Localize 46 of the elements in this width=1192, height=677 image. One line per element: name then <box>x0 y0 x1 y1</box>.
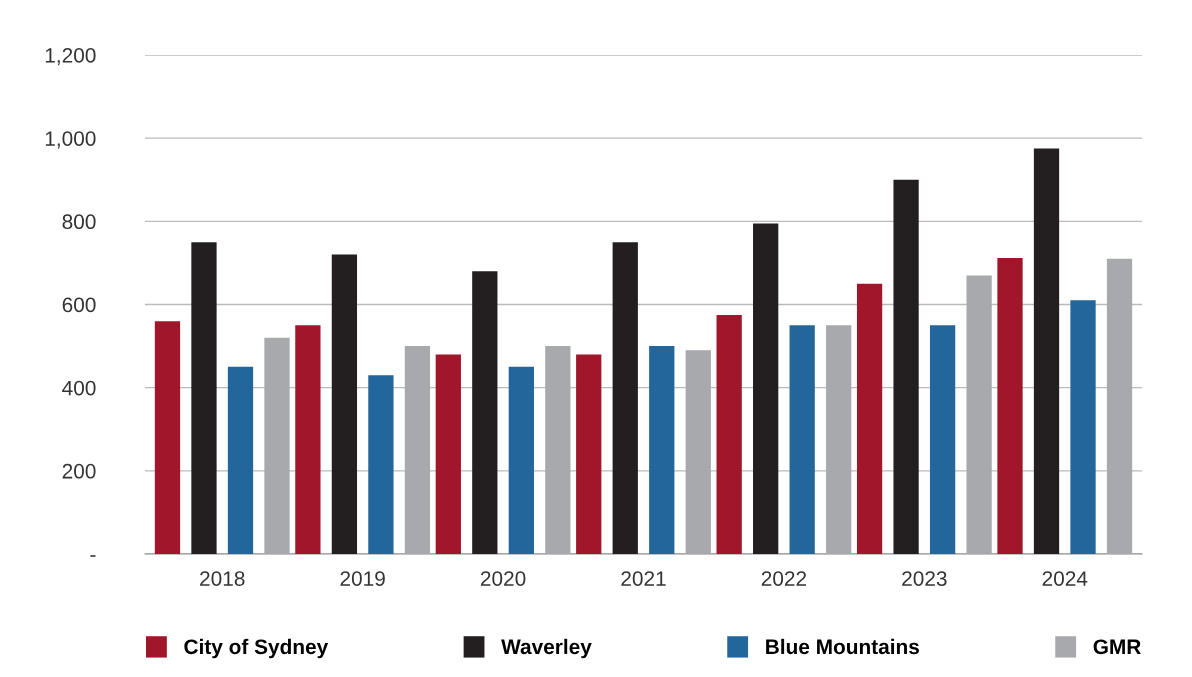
bar <box>966 275 992 554</box>
y-tick-label: 1,000 <box>45 131 96 149</box>
x-tick-label: 2022 <box>761 571 807 586</box>
bar <box>612 242 638 554</box>
bar <box>929 325 956 554</box>
legend-label: City of Sydney <box>184 638 329 659</box>
x-tick-label: 2021 <box>621 571 666 586</box>
bar <box>649 346 675 554</box>
x-tick-label: 2020 <box>480 571 526 586</box>
bar <box>1106 258 1133 554</box>
y-tick-label: 600 <box>62 297 96 313</box>
bar <box>716 314 742 554</box>
bar <box>576 354 602 554</box>
bar <box>404 346 431 554</box>
bar <box>856 283 883 554</box>
bar <box>789 325 815 554</box>
bar <box>826 325 852 554</box>
y-tick-label: - <box>90 555 96 557</box>
bar <box>264 337 290 554</box>
bar <box>472 271 498 554</box>
bar <box>227 366 254 554</box>
y-tick-label: 1,200 <box>45 48 96 66</box>
bar <box>508 366 534 554</box>
bar <box>1070 300 1096 554</box>
x-tick-label: 2018 <box>200 571 245 586</box>
legend-label: Waverley <box>501 638 592 659</box>
bar <box>191 242 217 554</box>
bar <box>893 179 919 554</box>
bar <box>331 254 358 554</box>
legend-label: GMR <box>1093 639 1141 655</box>
bar <box>753 223 779 554</box>
x-tick-label: 2019 <box>340 571 385 586</box>
bar <box>435 354 461 554</box>
bar <box>295 325 321 554</box>
y-tick-label: 400 <box>62 380 96 396</box>
bar <box>154 321 181 554</box>
x-tick-label: 2024 <box>1042 571 1088 586</box>
bar <box>545 346 571 554</box>
y-tick-label: 200 <box>62 463 96 479</box>
legend-label: Blue Mountains <box>766 638 919 655</box>
x-tick-label: 2023 <box>902 571 947 586</box>
bar <box>997 257 1023 554</box>
bar <box>1033 148 1060 554</box>
bar <box>685 350 711 554</box>
y-tick-label: 800 <box>62 214 96 230</box>
bar <box>368 375 394 554</box>
